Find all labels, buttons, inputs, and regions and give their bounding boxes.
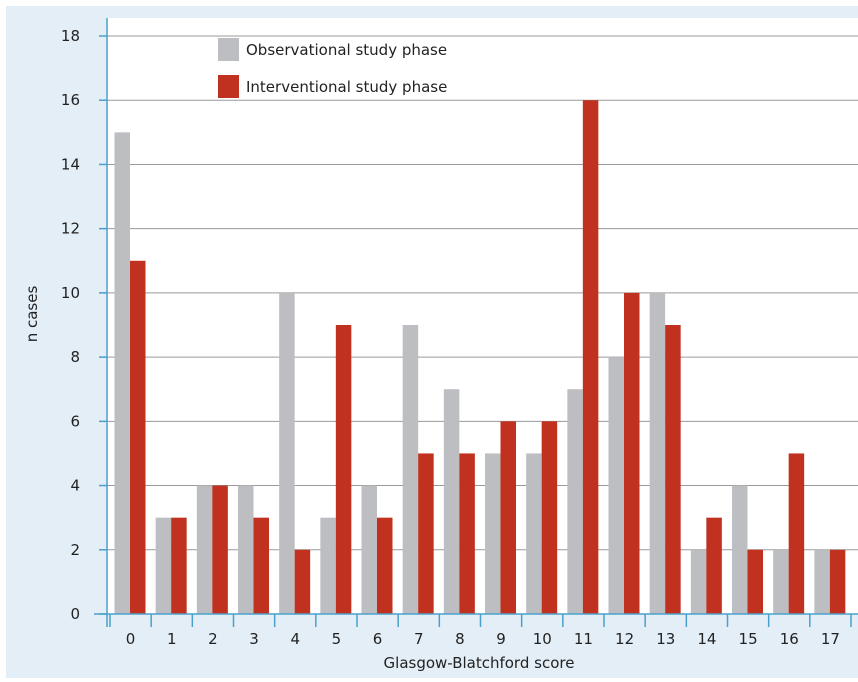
x-tick-label: 9: [496, 630, 506, 648]
y-tick-label: 8: [70, 348, 80, 366]
bar-observational: [443, 389, 460, 614]
bar-observational: [690, 549, 707, 614]
y-tick-label: 16: [61, 91, 80, 109]
bar-observational: [608, 357, 624, 614]
y-tick-label: 0: [70, 605, 80, 623]
bar-interventional: [747, 549, 763, 614]
y-tick-label: 14: [61, 155, 80, 173]
bar-observational: [238, 485, 254, 614]
x-tick-label: 13: [656, 630, 675, 648]
bar-interventional: [582, 100, 599, 614]
x-tick-label: 2: [208, 630, 218, 648]
bar-observational: [732, 485, 748, 614]
x-axis-label: Glasgow-Blatchford score: [384, 654, 575, 672]
x-tick-label: 17: [821, 630, 840, 648]
y-tick-label: 6: [70, 412, 80, 430]
y-tick-label: 10: [61, 284, 80, 302]
x-tick-label: 4: [290, 630, 300, 648]
bar-interventional: [253, 517, 269, 614]
bar-interventional: [171, 517, 187, 614]
bar-interventional: [212, 485, 228, 614]
bar-observational: [402, 325, 419, 614]
gridlines: [107, 35, 858, 551]
x-tick-label: 10: [533, 630, 552, 648]
bar-interventional: [459, 453, 475, 614]
y-tick-label: 12: [61, 220, 80, 238]
bar-observational: [485, 453, 501, 614]
bar-interventional: [706, 517, 722, 614]
bar-interventional: [294, 549, 311, 614]
bar-observational: [649, 292, 666, 614]
bar-interventional: [130, 260, 146, 614]
x-tick-label: 14: [697, 630, 716, 648]
bar-observational: [814, 549, 830, 614]
bar-interventional: [665, 325, 681, 614]
bar-interventional: [829, 549, 846, 614]
bar-interventional: [377, 517, 393, 614]
legend-label: Observational study phase: [246, 41, 447, 59]
bar-interventional: [500, 421, 516, 614]
bar-observational: [526, 453, 542, 614]
y-tick-label: 18: [61, 27, 80, 45]
bar-interventional: [335, 325, 352, 614]
y-tick-label: 4: [70, 477, 80, 495]
x-tick-label: 5: [332, 630, 342, 648]
y-tick-label: 2: [70, 541, 80, 559]
x-tick-label: 0: [126, 630, 136, 648]
x-tick-label: 11: [574, 630, 593, 648]
bar-observational: [196, 485, 213, 614]
x-tick-label: 12: [615, 630, 634, 648]
bar-interventional: [788, 453, 805, 614]
bar-interventional: [541, 421, 558, 614]
bar-observational: [114, 132, 130, 615]
legend-swatch: [218, 75, 239, 98]
legend: Observational study phase Interventional …: [218, 38, 447, 98]
bar-interventional: [624, 292, 640, 614]
x-tick-label: 3: [249, 630, 259, 648]
x-tick-label: 7: [414, 630, 424, 648]
y-axis-label: n cases: [23, 286, 41, 343]
x-tick-label: 16: [780, 630, 799, 648]
x-tick-label: 15: [739, 630, 758, 648]
bar-observational: [773, 549, 789, 614]
bar-observational: [155, 517, 172, 614]
x-tick-label: 8: [455, 630, 465, 648]
x-tick-label: 1: [167, 630, 177, 648]
bars: [114, 100, 846, 615]
bar-observational: [361, 485, 377, 614]
x-tick-label: 6: [373, 630, 383, 648]
bar-interventional: [418, 453, 434, 614]
legend-label: Interventional study phase: [246, 78, 447, 96]
bar-observational: [279, 292, 295, 614]
bar-observational: [320, 517, 336, 614]
legend-swatch: [218, 38, 239, 61]
bar-observational: [567, 389, 583, 614]
